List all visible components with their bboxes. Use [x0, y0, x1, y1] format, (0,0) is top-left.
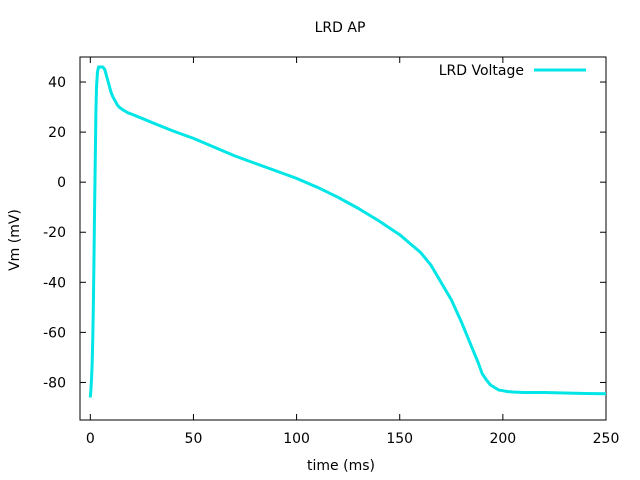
- x-tick-label: 250: [593, 431, 620, 447]
- series-line-0: [88, 65, 607, 398]
- x-tick-label: 50: [185, 431, 203, 447]
- y-axis-ticks: 40 20 0 -20 -40 -60 -80: [43, 75, 606, 391]
- plot-frame: [79, 56, 607, 421]
- x-tick-label: 200: [489, 431, 516, 447]
- y-axis-label: Vm (mV): [7, 209, 23, 271]
- x-tick-label: 0: [86, 431, 95, 447]
- series-layer: [88, 65, 607, 398]
- y-tick-label: 20: [48, 125, 66, 141]
- legend: LRD Voltage: [439, 63, 586, 79]
- y-tick-label: -60: [43, 325, 66, 341]
- legend-label-lrd-voltage: LRD Voltage: [439, 63, 524, 79]
- x-tick-label: 150: [386, 431, 413, 447]
- y-tick-label: 0: [57, 175, 66, 191]
- x-axis-ticks: 0 50 100 150 200 250: [86, 57, 620, 447]
- y-tick-label: -80: [43, 375, 66, 391]
- chart-title: LRD AP: [315, 20, 366, 36]
- y-tick-label: -20: [43, 225, 66, 241]
- y-tick-label: 40: [48, 75, 66, 91]
- x-tick-label: 100: [283, 431, 310, 447]
- y-tick-label: -40: [43, 275, 66, 291]
- x-axis-label: time (ms): [307, 458, 375, 474]
